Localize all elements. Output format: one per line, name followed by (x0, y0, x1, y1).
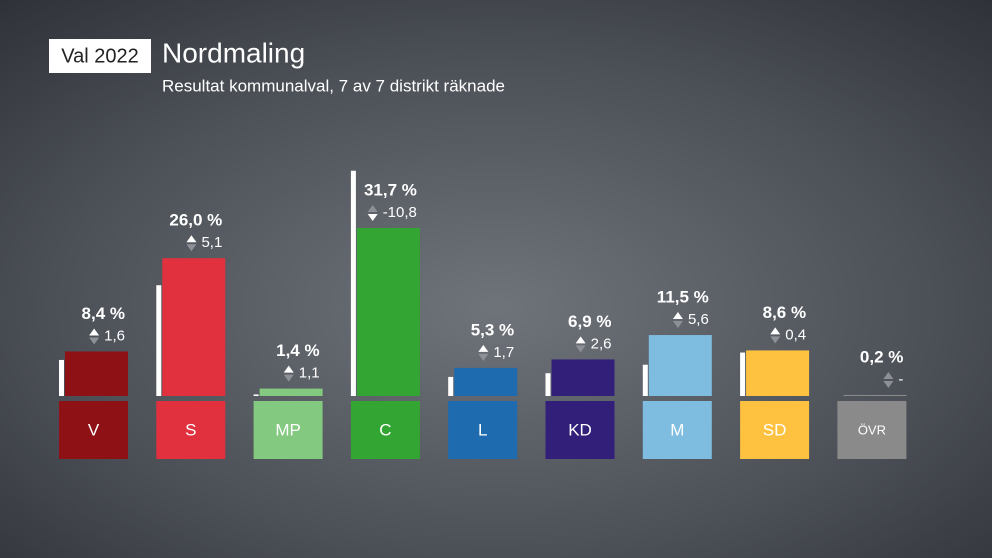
change-label: - (898, 371, 903, 388)
arrow (367, 213, 378, 221)
previous-bar (448, 376, 454, 396)
previous-bar (156, 285, 162, 396)
bar (648, 335, 712, 396)
party-box (837, 401, 907, 459)
chart-title: Nordmaling (162, 37, 305, 68)
value-label: 26,0 % (169, 211, 222, 230)
value-label: 6,9 % (568, 312, 611, 331)
value-label: 8,4 % (82, 304, 125, 323)
party-box (740, 401, 810, 459)
chart-subtitle: Resultat kommunalval, 7 av 7 distrikt rä… (162, 76, 505, 95)
value-label: 5,3 % (471, 320, 514, 339)
arrow (283, 365, 294, 373)
change-icon (89, 328, 100, 345)
arrow (89, 328, 100, 336)
value-label: 31,7 % (364, 180, 417, 199)
previous-bar (350, 170, 356, 396)
arrow (89, 337, 100, 345)
party-box (253, 401, 323, 459)
change-label: -10,8 (383, 204, 417, 221)
arrow (770, 336, 781, 344)
value-label: 8,6 % (763, 303, 806, 322)
badge-box (49, 39, 151, 73)
party-label: L (478, 420, 487, 439)
change-icon (883, 371, 894, 388)
bar (162, 258, 226, 396)
arrow (883, 380, 894, 388)
change-label: 1,1 (299, 365, 320, 382)
change-icon (770, 327, 781, 344)
party-label: ÖVR (858, 422, 886, 437)
arrow (478, 353, 489, 361)
party-box (642, 401, 712, 459)
arrow (478, 344, 489, 352)
arrow (575, 336, 586, 344)
value-label: 0,2 % (860, 347, 903, 366)
arrow (367, 204, 378, 212)
bar (65, 351, 128, 396)
previous-bar (59, 359, 64, 396)
arrow (672, 321, 683, 329)
arrow (672, 312, 683, 320)
previous-bar (642, 364, 648, 396)
change-icon (367, 204, 378, 221)
party-box (156, 401, 226, 459)
party-label: M (670, 420, 684, 439)
party-label: SD (763, 420, 787, 439)
party-label: KD (568, 420, 592, 439)
previous-bar (253, 394, 259, 396)
value-label: 11,5 % (657, 288, 709, 307)
change-label: 0,4 (785, 326, 806, 343)
party-label: S (185, 420, 196, 439)
arrow (575, 345, 586, 353)
arrow (283, 374, 294, 382)
change-icon (575, 336, 586, 353)
party-label: C (379, 420, 391, 439)
party-label: MP (275, 420, 301, 439)
arrow (883, 371, 894, 379)
party-box (545, 401, 615, 459)
bar (746, 350, 810, 396)
arrow (770, 327, 781, 335)
party-box (350, 401, 420, 459)
party-box (448, 401, 518, 459)
arrow (186, 235, 197, 243)
party-label: V (88, 420, 100, 439)
bar (843, 394, 907, 396)
change-icon (283, 365, 294, 382)
change-icon (186, 235, 197, 252)
bar (259, 388, 323, 396)
previous-bar (740, 352, 746, 396)
change-label: 1,6 (104, 327, 125, 344)
change-icon (672, 312, 683, 329)
change-label: 1,7 (493, 344, 514, 361)
change-label: 5,1 (201, 234, 222, 251)
value-label: 1,4 % (276, 341, 319, 360)
arrow (186, 244, 197, 252)
badge: Val 2022 (61, 45, 138, 67)
bar (454, 367, 518, 396)
change-label: 5,6 (688, 311, 709, 328)
change-icon (478, 344, 489, 361)
bar (551, 359, 615, 396)
previous-bar (545, 373, 551, 396)
change-label: 2,6 (591, 335, 612, 352)
bar (356, 227, 420, 396)
party-box (59, 401, 128, 459)
